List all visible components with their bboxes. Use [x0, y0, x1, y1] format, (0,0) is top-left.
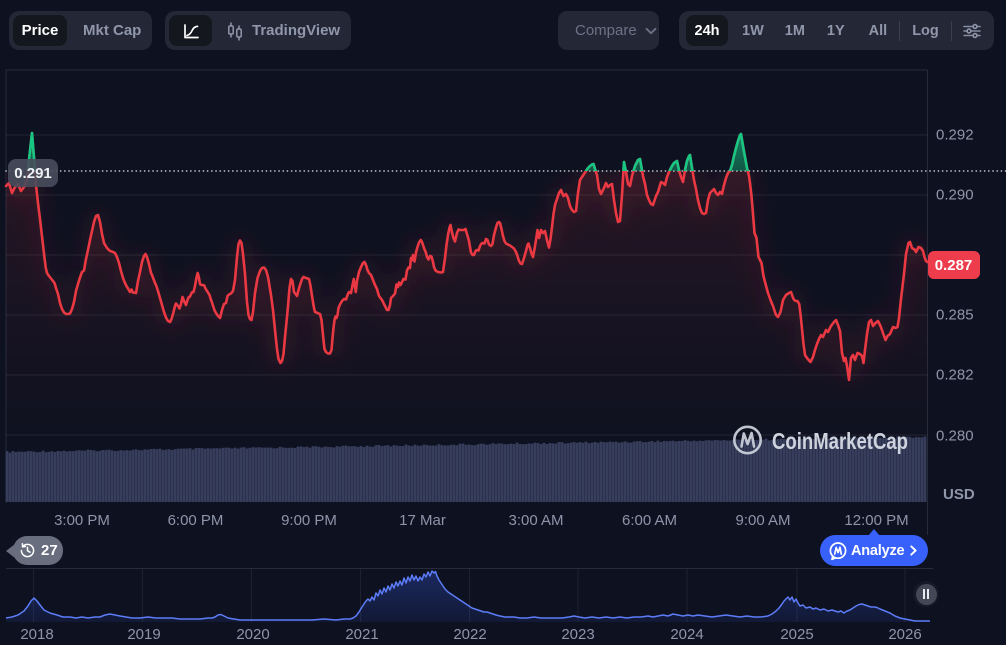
svg-text:CoinMarketCap: CoinMarketCap [772, 428, 908, 454]
